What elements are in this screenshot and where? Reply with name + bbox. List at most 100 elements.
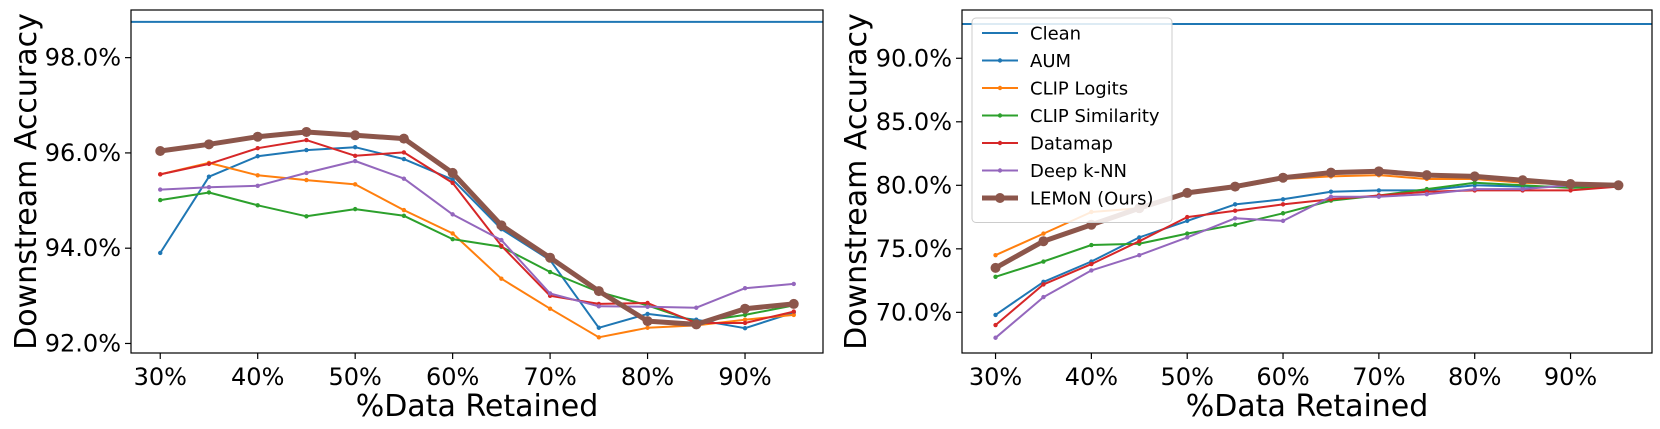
- series-datamap: [158, 137, 796, 326]
- data-point: [694, 305, 699, 310]
- legend-label: CLIP Logits: [1030, 79, 1128, 100]
- series-aum: [158, 145, 796, 331]
- data-point: [1038, 236, 1049, 247]
- data-point: [206, 174, 212, 179]
- data-point: [742, 320, 748, 326]
- data-point: [1041, 231, 1046, 236]
- legend-marker: [997, 113, 1003, 118]
- data-point: [158, 250, 163, 256]
- data-point: [1328, 189, 1334, 194]
- data-point: [401, 176, 407, 181]
- data-point: [791, 309, 796, 314]
- data-point: [352, 182, 358, 187]
- data-point: [352, 153, 358, 158]
- data-point: [1472, 186, 1477, 192]
- legend-label: CLIP Similarity: [1030, 106, 1160, 127]
- data-point: [596, 335, 602, 340]
- series-line: [159, 129, 795, 327]
- data-point: [645, 311, 650, 317]
- x-tick-label: 70%: [523, 363, 576, 391]
- data-point: [1137, 252, 1142, 258]
- data-point: [1185, 218, 1190, 224]
- data-point: [1041, 259, 1046, 264]
- axes-frame: [961, 9, 1653, 354]
- data-point: [1232, 202, 1238, 207]
- data-point: [547, 306, 553, 311]
- data-point: [742, 317, 748, 322]
- data-point: [1041, 282, 1046, 287]
- data-point: [1185, 214, 1190, 220]
- data-point: [1278, 172, 1289, 183]
- x-tick-label: 50%: [328, 363, 381, 391]
- y-tick-label: 80.0%: [876, 171, 952, 199]
- data-point: [596, 325, 602, 330]
- data-point: [1185, 235, 1190, 240]
- data-point: [993, 322, 998, 328]
- data-point: [401, 213, 407, 218]
- legend-label: AUM: [1030, 51, 1071, 72]
- data-point: [203, 139, 214, 150]
- y-axis-title: Downstream Accuracy: [9, 13, 44, 350]
- data-point: [450, 212, 455, 217]
- data-point: [352, 145, 358, 150]
- legend-box: [971, 17, 1173, 223]
- data-point: [499, 237, 504, 243]
- data-point: [1517, 175, 1528, 186]
- data-point: [206, 190, 212, 195]
- data-point: [1280, 211, 1286, 216]
- data-point: [1424, 192, 1429, 197]
- data-point: [1232, 216, 1238, 221]
- data-point: [1280, 197, 1286, 202]
- data-point: [1089, 242, 1094, 248]
- data-point: [499, 276, 504, 281]
- series-lemon-ours: [155, 126, 799, 330]
- data-point: [1089, 268, 1094, 273]
- data-point: [401, 207, 407, 213]
- x-tick-label: 90%: [1544, 363, 1597, 391]
- y-tick-label: 85.0%: [876, 108, 952, 136]
- data-point: [255, 173, 260, 178]
- legend-entry: CLIP Logits: [982, 79, 1128, 100]
- y-tick-label: 96.0%: [45, 139, 121, 167]
- data-point: [352, 158, 358, 164]
- data-point: [791, 312, 796, 318]
- data-point: [401, 150, 407, 155]
- data-point: [742, 326, 748, 331]
- legend-label: Clean: [1030, 24, 1081, 45]
- data-point: [450, 236, 455, 242]
- legend-marker: [997, 140, 1003, 146]
- data-point: [401, 156, 407, 162]
- legend-label: Datamap: [1030, 134, 1113, 155]
- data-point: [447, 167, 458, 178]
- y-tick-label: 92.0%: [45, 329, 121, 357]
- data-point: [547, 269, 553, 275]
- data-point: [1328, 194, 1334, 199]
- x-tick-label: 60%: [426, 363, 479, 391]
- data-point: [1280, 202, 1286, 207]
- data-point: [993, 252, 998, 258]
- data-point: [1376, 194, 1382, 199]
- data-point: [350, 130, 361, 141]
- data-point: [496, 220, 507, 231]
- x-tick-label: 90%: [718, 363, 771, 391]
- data-point: [206, 185, 212, 190]
- data-point: [1232, 208, 1238, 213]
- data-point: [155, 146, 166, 157]
- data-point: [255, 203, 260, 208]
- legend-entry: Clean: [982, 24, 1081, 45]
- data-point: [158, 172, 163, 177]
- data-point: [1613, 180, 1624, 191]
- legend-entry: CLIP Similarity: [982, 106, 1160, 127]
- data-point: [547, 291, 553, 296]
- data-point: [1137, 239, 1142, 244]
- data-point: [158, 187, 163, 192]
- data-point: [1232, 222, 1238, 227]
- x-tick-label: 60%: [1256, 363, 1309, 391]
- legend-marker: [997, 168, 1003, 173]
- x-tick-label: 40%: [231, 363, 284, 391]
- legend-label: Deep k-NN: [1030, 161, 1127, 182]
- data-point: [255, 145, 260, 151]
- x-axis-title: %Data Retained: [1186, 389, 1429, 424]
- x-tick-label: 40%: [1065, 363, 1118, 391]
- data-point: [1280, 218, 1286, 224]
